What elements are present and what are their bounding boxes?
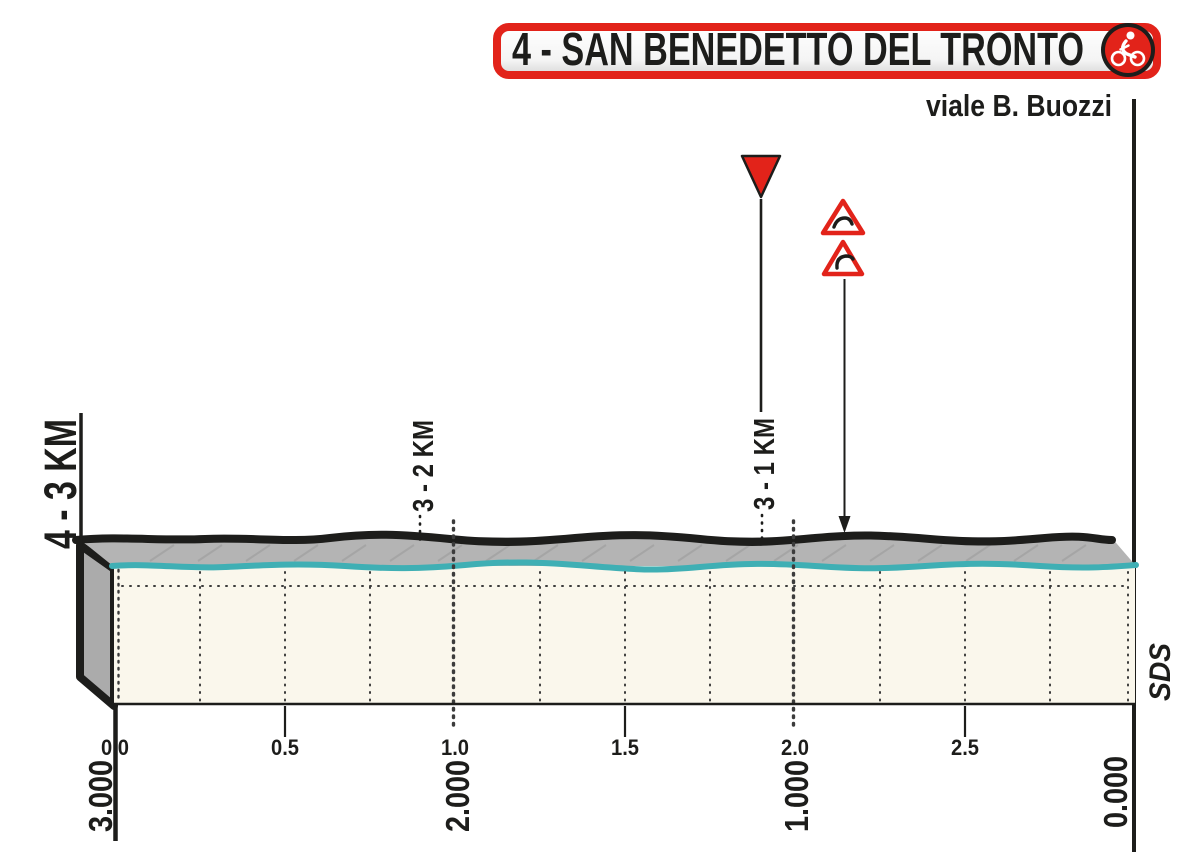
profile-road-band (77, 537, 1136, 566)
dist-label-2000: 2.000 (439, 760, 476, 832)
profile-ground (114, 566, 1135, 704)
tick-label-10: 1.0 (441, 735, 469, 760)
dist-label-0000: 0.000 (1097, 756, 1134, 828)
curve-sign-top-arrow-icon (832, 216, 854, 229)
credit-label: SDS (1144, 643, 1177, 701)
finish-triangle-icon (740, 154, 782, 199)
distance-to-finish-labels: 3.000 2.000 1.000 0.000 (82, 756, 1134, 832)
stage-banner: 4 - SAN BENEDETTO DEL TRONTO (493, 23, 1161, 79)
tick-label-25: 2.5 (951, 735, 979, 760)
dist-label-1000: 1.000 (778, 760, 815, 832)
coast-line (109, 559, 1139, 573)
curve-warning-signs (820, 198, 866, 533)
tick-label-15: 1.5 (611, 735, 639, 760)
tick-label-00: 0.0 (101, 735, 129, 760)
stage-banner-box (493, 23, 1161, 79)
grid-dotted-lines (117, 519, 1129, 733)
curve-sign-bottom-arrow-icon (835, 254, 855, 270)
road-hatching (149, 544, 1087, 562)
x-axis: 0.0 0.5 1.0 1.5 2.0 2.5 (101, 702, 1136, 841)
tick-label-05: 0.5 (271, 735, 299, 760)
dist-label-3000: 3.000 (82, 760, 119, 832)
segment-label: 4 - 3 KM (35, 419, 86, 549)
profile-left-block (76, 541, 118, 710)
cyclist-icon (1101, 23, 1155, 77)
elevation-profile (72, 530, 1139, 710)
marker-3-1km-label: 3 - 1 KM (749, 418, 781, 510)
marker-3-1km: 3 - 1 KM (740, 154, 782, 543)
stage-title: 4 - SAN BENEDETTO DEL TRONTO (512, 23, 1084, 75)
marker-3-2km: 3 - 2 KM (408, 420, 440, 543)
finish-street-label: viale B. Buozzi (926, 88, 1112, 123)
profile-crest-line (72, 530, 1116, 546)
marker-3-2km-label: 3 - 2 KM (408, 420, 440, 512)
signs-pointer-arrowhead (838, 516, 851, 533)
tick-label-20: 2.0 (781, 735, 809, 760)
